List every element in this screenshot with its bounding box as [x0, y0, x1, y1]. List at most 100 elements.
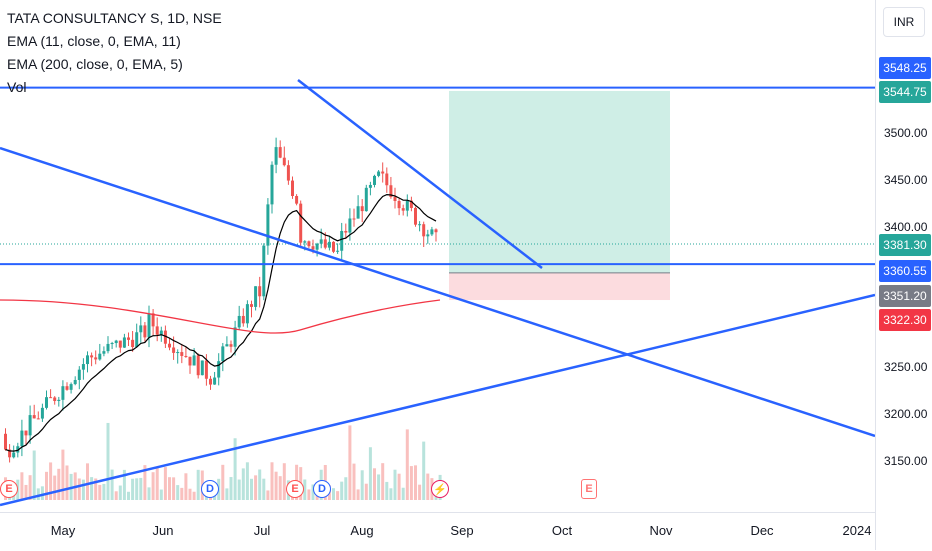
candle-body [77, 369, 81, 380]
candle-body [98, 353, 102, 360]
split-marker[interactable]: ⚡ [431, 480, 449, 498]
candle-body [373, 175, 376, 185]
candle-body [180, 352, 184, 356]
candle-body [16, 446, 20, 453]
volume-bar [114, 491, 118, 500]
candle-body [45, 397, 48, 408]
volume-bar [332, 488, 335, 500]
candle-body [217, 361, 221, 378]
candle-body [393, 197, 397, 201]
candle-body [303, 241, 307, 243]
volume-bar [24, 484, 28, 500]
time-axis[interactable]: May Jun Jul Aug Sep Oct Nov Dec 2024 [0, 512, 875, 551]
volume-bar [237, 479, 241, 500]
candle-body [319, 239, 323, 244]
candle-body [340, 230, 344, 251]
volume-label[interactable]: Vol [7, 79, 27, 95]
wedge-trendline [297, 79, 543, 269]
volume-bar [401, 487, 405, 500]
candle-body [245, 304, 249, 324]
time-label: Jul [253, 523, 271, 538]
volume-bar [241, 468, 245, 500]
volume-bar [36, 488, 40, 500]
candle-body [418, 224, 422, 226]
candle-body [286, 165, 290, 181]
volume-bar [110, 469, 114, 500]
descending-trendline [0, 146, 875, 438]
time-label: Sep [450, 523, 474, 538]
candle-body [233, 327, 237, 347]
price-axis[interactable]: INR 3500.00 3450.00 3400.00 3250.00 3200… [875, 0, 932, 550]
volume-bar [131, 478, 135, 500]
price-tick: 3200.00 [884, 407, 928, 421]
volume-bar [192, 491, 196, 500]
price-tag-target: 3544.75 [879, 81, 931, 103]
dividend-marker[interactable]: D [201, 480, 219, 498]
candle-body [344, 230, 348, 233]
candle-body [168, 343, 171, 348]
volume-bar [180, 487, 184, 500]
ema-short-label[interactable]: EMA (11, close, 0, EMA, 11) [7, 33, 181, 49]
volume-bar [405, 429, 409, 500]
price-chart[interactable] [0, 0, 875, 512]
candle-body [196, 355, 200, 376]
candle-body [397, 200, 401, 209]
dividend-marker[interactable]: D [313, 480, 331, 498]
candle-body [184, 355, 188, 357]
candle-body [241, 315, 245, 324]
time-label: 2024 [842, 523, 872, 538]
volume-bar [90, 477, 94, 500]
candle-body [81, 364, 85, 370]
volume-bar [229, 477, 233, 500]
candle-body [221, 346, 225, 362]
price-tick: 3150.00 [884, 454, 928, 468]
candle-body [258, 286, 262, 297]
candle-body [192, 355, 196, 366]
candle-body [12, 452, 16, 458]
volume-bar [381, 463, 385, 500]
price-tag-resistance: 3548.25 [879, 57, 931, 79]
candle-body [131, 339, 135, 348]
candle-body [4, 433, 7, 450]
candle-body [61, 386, 65, 400]
candle-body [176, 352, 180, 354]
volume-bar [159, 489, 163, 500]
candle-body [434, 229, 438, 233]
profit-zone [449, 90, 670, 273]
earnings-marker[interactable]: E [286, 480, 304, 498]
chart-pane[interactable]: TATA CONSULTANCY S, 1D, NSE EMA (11, clo… [0, 0, 875, 512]
ema-short-line [5, 193, 437, 452]
candle-body [401, 208, 405, 211]
candle-body [356, 206, 360, 219]
future-earnings-marker[interactable]: E [581, 479, 597, 499]
candle-body [368, 184, 372, 188]
ema-long-label[interactable]: EMA (200, close, 0, EMA, 5) [7, 56, 183, 72]
candle-body [360, 206, 364, 212]
earnings-marker[interactable]: E [0, 480, 18, 498]
symbol-title[interactable]: TATA CONSULTANCY S, 1D, NSE [7, 10, 222, 26]
candle-body [381, 171, 385, 174]
volume-bar [233, 438, 237, 500]
volume-bar [348, 425, 352, 500]
volume-bar [282, 463, 286, 500]
price-tag-last: 3381.30 [879, 234, 931, 256]
time-label: Nov [649, 523, 673, 538]
volume-bar [368, 447, 372, 500]
volume-bar [57, 468, 61, 500]
candle-body [270, 164, 274, 205]
volume-bar [77, 478, 81, 500]
price-tick: 3250.00 [884, 360, 928, 374]
candle-body [118, 340, 122, 348]
volume-bar [336, 491, 340, 500]
chart-legend: TATA CONSULTANCY S, 1D, NSE EMA (11, clo… [7, 7, 222, 99]
volume-bar [196, 469, 200, 500]
volume-bar [53, 475, 57, 500]
candle-body [291, 180, 294, 197]
price-tag-entry: 3351.20 [879, 285, 931, 307]
volume-bar [364, 483, 368, 500]
volume-bar [377, 474, 381, 500]
volume-bar [163, 467, 167, 500]
currency-button[interactable]: INR [883, 7, 925, 37]
candle-body [225, 344, 229, 347]
volume-bar [274, 471, 278, 500]
